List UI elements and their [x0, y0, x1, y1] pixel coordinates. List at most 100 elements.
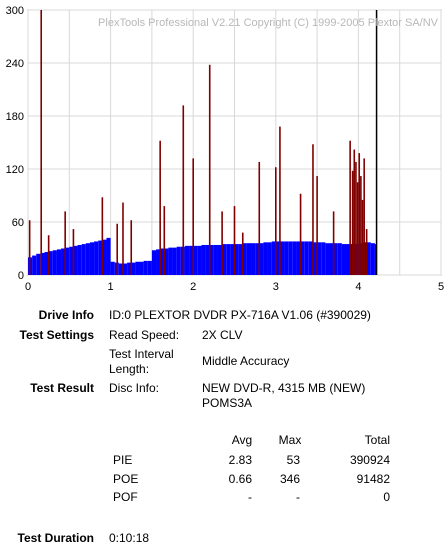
y-tick-label: 240 — [6, 58, 24, 70]
pie-bar — [151, 250, 157, 275]
pie-bar — [279, 241, 285, 275]
pie-bar — [197, 245, 202, 275]
test-settings-label: Test Settings — [19, 328, 94, 342]
poe-spike — [361, 199, 364, 275]
pie-bar — [81, 244, 86, 275]
y-tick-label: 0 — [18, 270, 24, 282]
pie-bar — [94, 241, 99, 275]
col-header-total: Total — [364, 433, 390, 447]
y-axis-ticks: 0 60 120 180 240 300 — [6, 5, 24, 282]
poe-spike — [233, 206, 236, 275]
row-pof-label: POF — [113, 490, 138, 504]
pie-bar — [122, 263, 128, 275]
pie-bar — [52, 250, 57, 275]
row-pie-total: 390924 — [349, 453, 390, 467]
pie-bar — [333, 243, 338, 275]
pie-bar — [73, 245, 78, 275]
row-pie-max: 53 — [286, 453, 300, 467]
pie-bar — [98, 240, 103, 275]
chart-watermark: PlexTools Professional V2.21 Copyright (… — [98, 17, 439, 29]
col-header-avg: Avg — [231, 433, 253, 447]
pie-bar — [127, 262, 132, 275]
poe-spike — [353, 149, 356, 275]
pie-bar — [341, 244, 347, 275]
row-poe-max: 346 — [279, 472, 300, 486]
pie-bar — [292, 241, 297, 275]
pie-bar — [156, 249, 161, 275]
poe-spike — [122, 202, 124, 275]
read-speed-value: 2X CLV — [202, 328, 243, 342]
poe-spike — [351, 170, 354, 275]
x-tick-label: 0 — [25, 281, 31, 293]
pie-bar — [259, 243, 264, 275]
poe-spike — [101, 197, 104, 275]
pie-bar — [337, 243, 342, 275]
pie-bar — [242, 243, 247, 275]
pie-bar — [77, 244, 82, 275]
pie-bar — [160, 248, 165, 275]
pie-bar — [325, 243, 330, 275]
pie-bar — [89, 242, 95, 275]
interval-label-line2: Length: — [109, 362, 150, 376]
read-speed-label: Read Speed: — [109, 328, 180, 342]
pie-bar — [193, 245, 198, 275]
pie-bar — [255, 243, 260, 275]
poe-spike — [241, 232, 244, 275]
row-pie-label: PIE — [113, 453, 133, 467]
pie-bar — [40, 252, 45, 275]
pie-bar — [374, 244, 377, 275]
col-header-max: Max — [278, 433, 302, 447]
pie-bar — [304, 241, 309, 275]
y-tick-label: 300 — [6, 5, 24, 17]
pie-bar — [312, 242, 318, 275]
poe-spike — [360, 176, 362, 275]
poe-spike — [358, 153, 361, 275]
pie-bar — [139, 261, 144, 275]
pie-bar — [370, 243, 375, 275]
poe-spike — [159, 140, 161, 275]
pie-bar — [366, 242, 371, 275]
interval-value: Middle Accuracy — [202, 354, 290, 368]
test-result-label: Test Result — [30, 381, 94, 395]
pie-series — [28, 237, 377, 275]
pie-bar — [222, 244, 227, 275]
pie-bar — [317, 242, 322, 275]
pie-bar — [230, 244, 235, 275]
y-tick-label: 180 — [6, 111, 24, 123]
poe-spike — [192, 158, 194, 275]
pie-bar — [102, 239, 107, 275]
pie-bar — [106, 237, 111, 275]
poe-spike — [208, 64, 211, 276]
row-poe-label: POE — [113, 472, 139, 486]
poe-spike — [40, 10, 43, 275]
pie-bar — [48, 251, 53, 275]
y-tick-label: 120 — [6, 164, 24, 176]
x-axis-ticks: 0 1 2 3 4 5 — [25, 281, 444, 293]
pie-bar — [213, 244, 218, 275]
pie-bar — [300, 241, 305, 275]
pie-bar — [321, 242, 326, 275]
x-tick-label: 2 — [190, 281, 196, 293]
x-tick-label: 5 — [438, 281, 444, 293]
poe-series — [28, 10, 368, 276]
test-duration-value: 0:10:18 — [109, 531, 150, 545]
row-poe-avg: 0.66 — [228, 472, 252, 486]
row-pof-avg: - — [248, 490, 252, 504]
error-chart: PlexTools Professional V2.21 Copyright (… — [6, 5, 444, 293]
row-pie-avg: 2.83 — [228, 453, 252, 467]
poe-spike — [316, 176, 318, 275]
pie-bar — [110, 261, 115, 275]
disc-info-label: Disc Info: — [109, 381, 160, 395]
pie-bar — [44, 252, 49, 275]
pie-bar — [217, 244, 223, 275]
row-pof-total: 0 — [383, 490, 390, 504]
pie-bar — [85, 243, 90, 275]
y-tick-label: 60 — [12, 217, 24, 229]
pie-bar — [32, 255, 37, 275]
pie-bar — [201, 244, 206, 275]
pie-bar — [143, 260, 148, 275]
x-tick-label: 4 — [355, 281, 361, 293]
poe-spike — [275, 167, 277, 275]
poe-spike — [365, 229, 368, 275]
poe-spike — [299, 193, 302, 275]
